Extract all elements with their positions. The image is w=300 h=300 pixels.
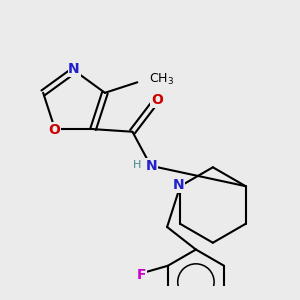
Text: O: O bbox=[151, 93, 163, 107]
Text: H: H bbox=[132, 160, 141, 170]
Text: N: N bbox=[146, 159, 158, 173]
Text: N: N bbox=[68, 62, 80, 76]
Text: N: N bbox=[172, 178, 184, 192]
Text: O: O bbox=[48, 123, 60, 137]
Text: CH$_3$: CH$_3$ bbox=[149, 72, 174, 87]
Text: F: F bbox=[137, 268, 146, 282]
